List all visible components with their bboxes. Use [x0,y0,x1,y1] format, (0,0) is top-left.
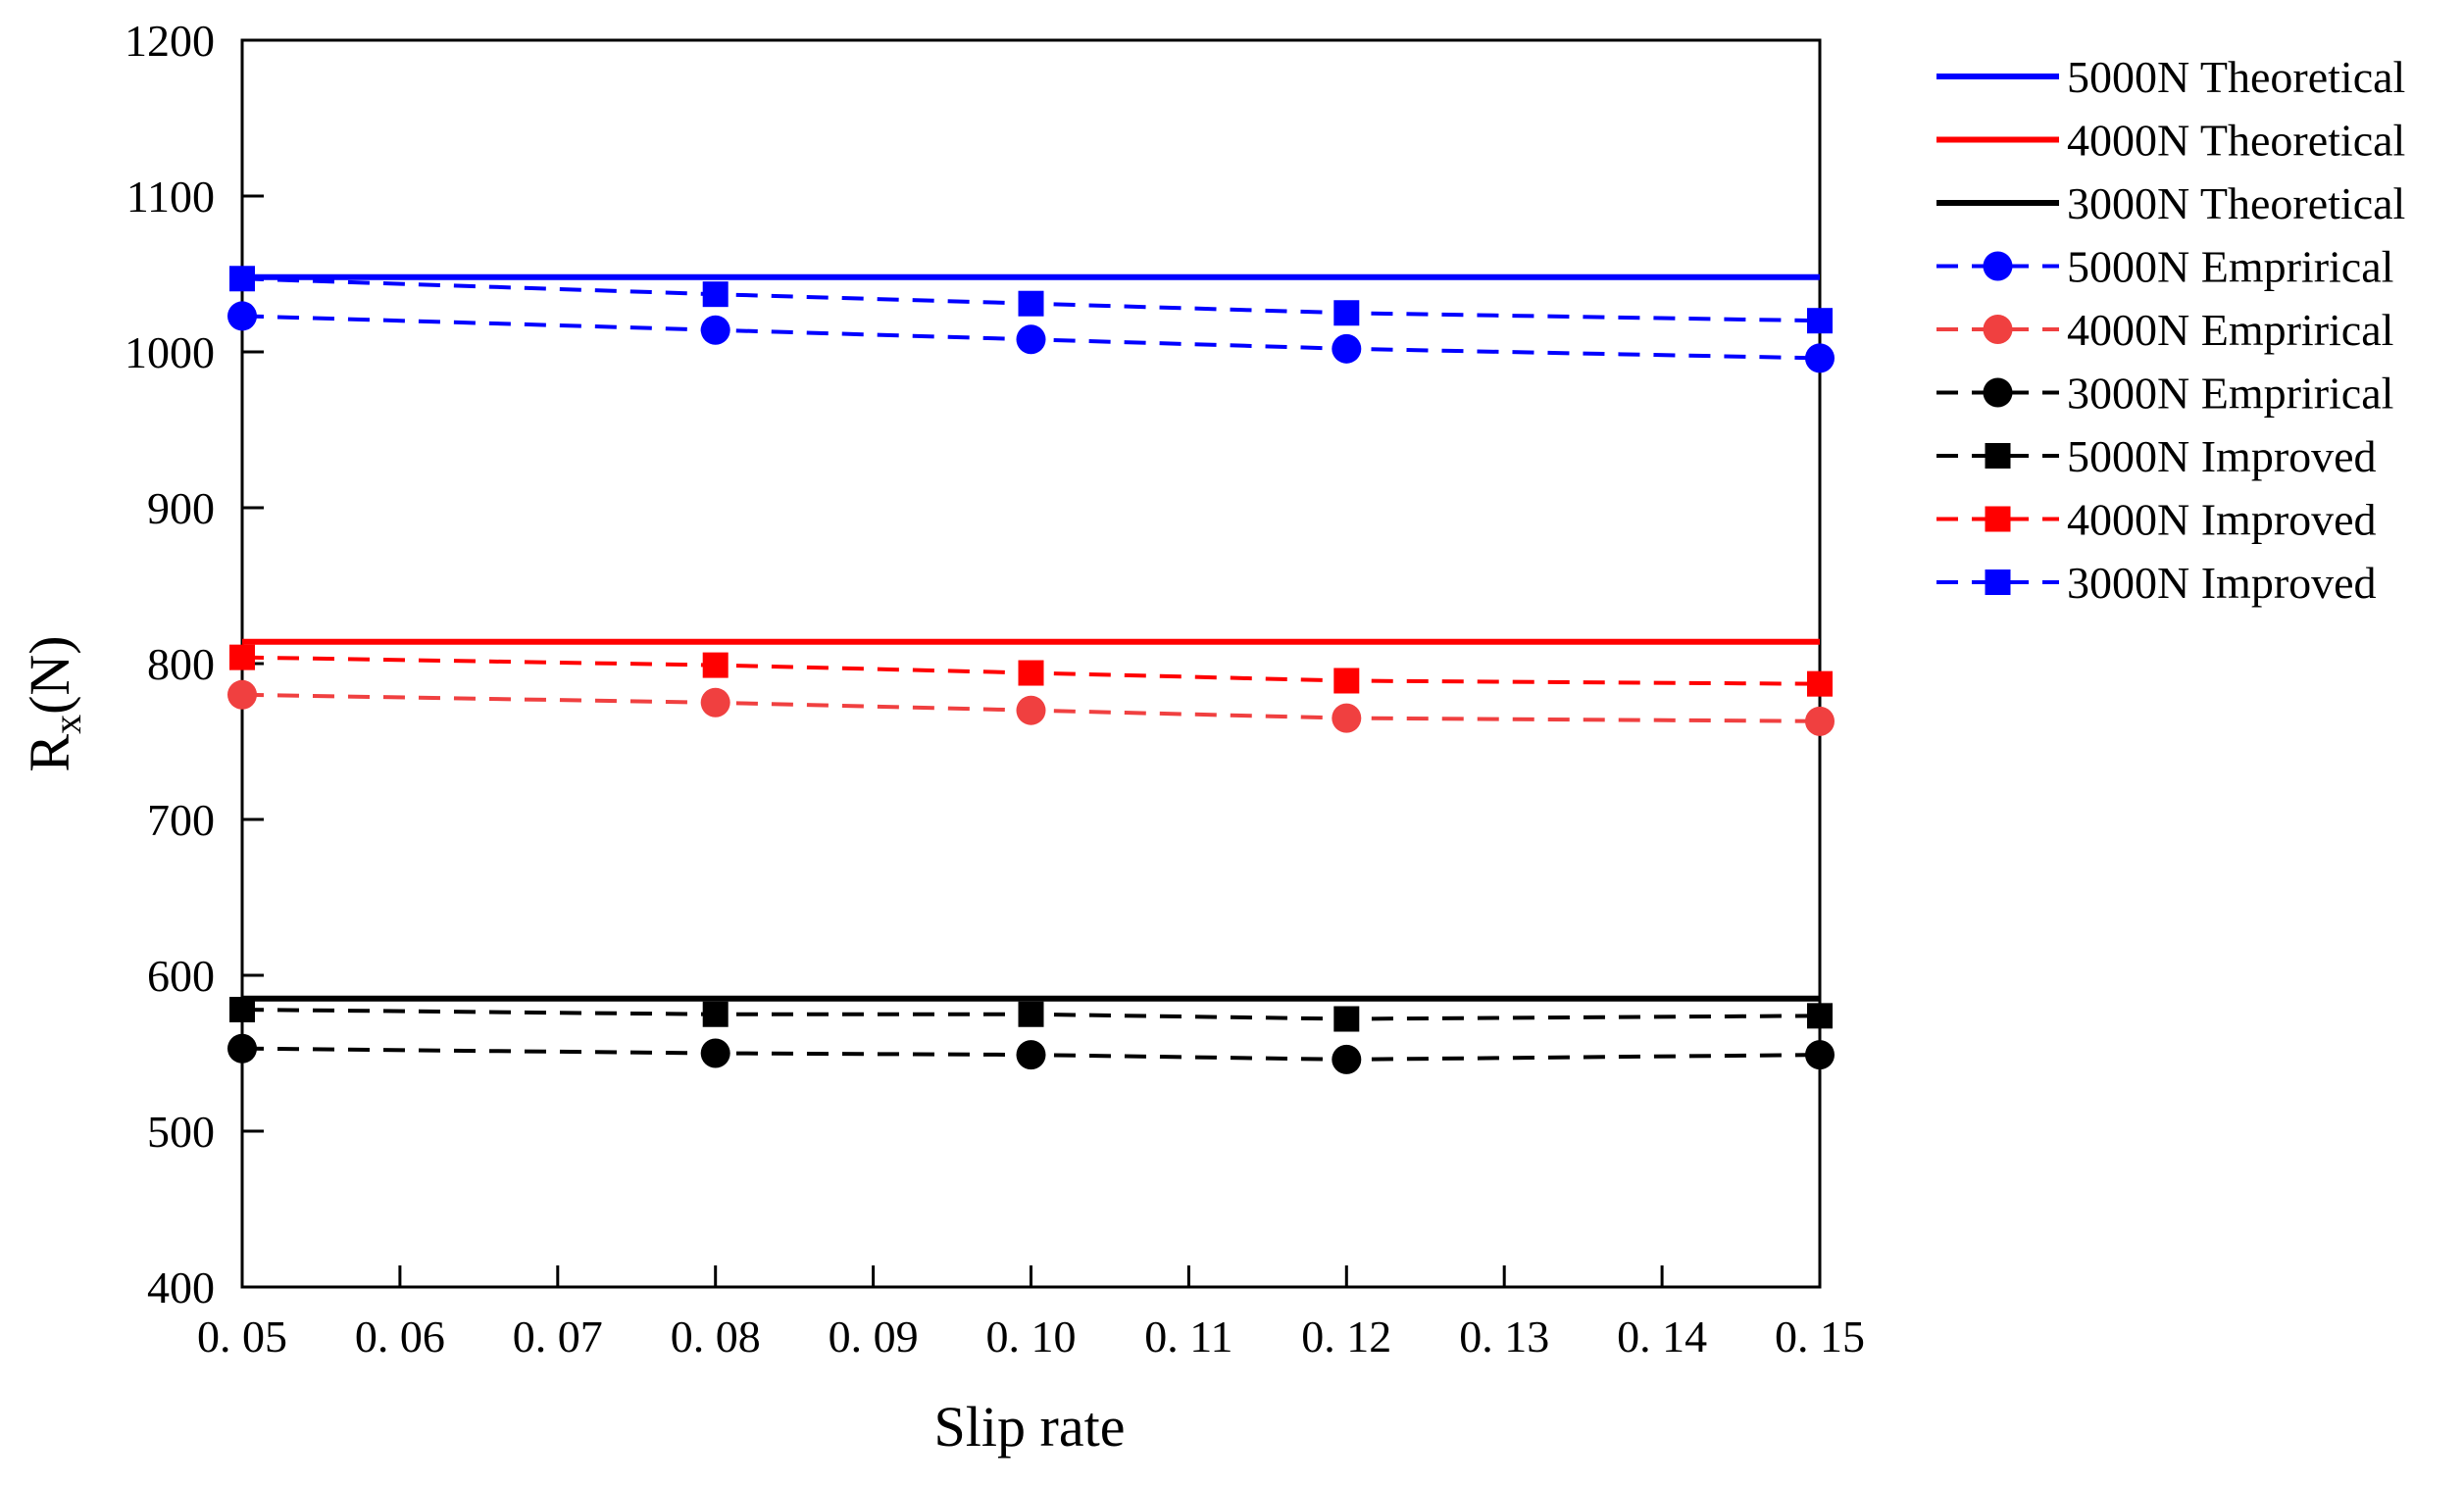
x-tick-label: 0. 08 [671,1312,761,1361]
series-5000n-emprirical [227,301,1835,373]
legend-item: 4000N Theoretical [1936,116,2405,166]
data-point [229,644,255,670]
x-tick-label: 0. 05 [197,1312,287,1361]
data-point [1807,308,1833,334]
legend-item: 3000N Improved [1936,558,2377,608]
x-tick-label: 0. 11 [1144,1312,1232,1361]
series-5000n-improved [229,996,1833,1032]
data-point [1016,1040,1046,1070]
y-tick-label: 1000 [125,327,215,377]
x-tick-label: 0. 15 [1775,1312,1865,1361]
legend-swatch-marker [1983,251,2013,281]
data-point [1807,1003,1833,1029]
x-tick-label: 0. 09 [829,1312,919,1361]
legend: 5000N Theoretical 4000N Theoretical 3000N … [1936,52,2405,608]
data-point [1805,343,1835,373]
legend-item: 3000N Theoretical [1936,178,2405,228]
y-axis-title-sub: x [45,715,89,734]
legend-item: 5000N Emprirical [1936,242,2393,292]
data-point [229,996,255,1022]
data-point [227,679,257,710]
legend-label: 3000N Emprirical [2067,369,2393,419]
data-point [700,315,730,345]
series-4000n-improved [229,644,1833,697]
legend-label: 3000N Theoretical [2067,178,2405,228]
data-point [1333,668,1360,694]
x-tick-label: 0. 06 [355,1312,445,1361]
legend-item: 5000N Theoretical [1936,52,2405,102]
data-point [702,281,729,308]
x-tick-label: 0. 14 [1617,1312,1707,1361]
legend-item: 3000N Emprirical [1936,369,2393,419]
data-point [1018,1001,1044,1027]
legend-swatch-marker [1985,506,2011,532]
axes: 0. 05 0. 06 0. 07 0. 08 0. 09 0. 10 0. 11 0. 12… [125,16,1865,1361]
y-tick-label: 1200 [125,16,215,66]
legend-label: 4000N Emprirical [2067,305,2393,355]
y-tick-label: 400 [147,1262,215,1312]
x-tick-label: 0. 12 [1301,1312,1391,1361]
data-point [1016,695,1046,725]
data-point [1333,300,1360,326]
y-tick-label: 700 [147,795,215,845]
data-point [700,687,730,718]
series-3000n-improved [229,266,1833,334]
legend-label: 3000N Improved [2067,558,2377,608]
x-axis-title: Slip rate [934,1395,1126,1459]
y-tick-label: 900 [147,483,215,533]
legend-swatch-marker [1985,569,2011,595]
y-axis-title: Rx(N) [18,635,89,771]
data-point [227,1033,257,1064]
x-tick-label: 0. 13 [1459,1312,1549,1361]
series-4000n-emprirical [227,679,1835,736]
legend-item: 5000N Improved [1936,431,2377,481]
y-axis-title-suffix: (N) [18,635,81,715]
legend-item: 4000N Improved [1936,495,2377,545]
x-tick-label: 0. 07 [513,1312,603,1361]
legend-swatch-marker [1985,443,2011,469]
y-tick-label: 600 [147,951,215,1001]
legend-label: 4000N Improved [2067,495,2377,545]
data-point [1332,333,1362,364]
data-point [229,266,255,292]
legend-item: 4000N Emprirical [1936,305,2393,355]
data-point [1332,703,1362,733]
series-layer [227,266,1835,1074]
data-point [700,1038,730,1068]
legend-label: 5000N Theoretical [2067,52,2405,102]
series-3000n-emprirical [227,1033,1835,1074]
data-point [1805,706,1835,736]
legend-label: 5000N Emprirical [2067,242,2393,292]
data-point [1016,324,1046,355]
data-point [1332,1044,1362,1074]
y-axis-title-base: R [18,734,81,772]
data-point [1018,660,1044,686]
legend-swatch-marker [1983,377,2013,408]
y-tick-label: 800 [147,639,215,689]
y-tick-label: 1100 [126,172,215,222]
legend-swatch-marker [1983,315,2013,344]
y-tick-label: 500 [147,1107,215,1157]
data-point [1805,1040,1835,1070]
data-point [1807,670,1833,697]
data-point [702,1001,729,1027]
data-point [227,301,257,331]
data-point [1333,1006,1360,1032]
data-point [702,652,729,678]
data-point [1018,290,1044,317]
x-tick-label: 0. 10 [986,1312,1077,1361]
legend-label: 5000N Improved [2067,431,2377,481]
legend-label: 4000N Theoretical [2067,116,2405,166]
